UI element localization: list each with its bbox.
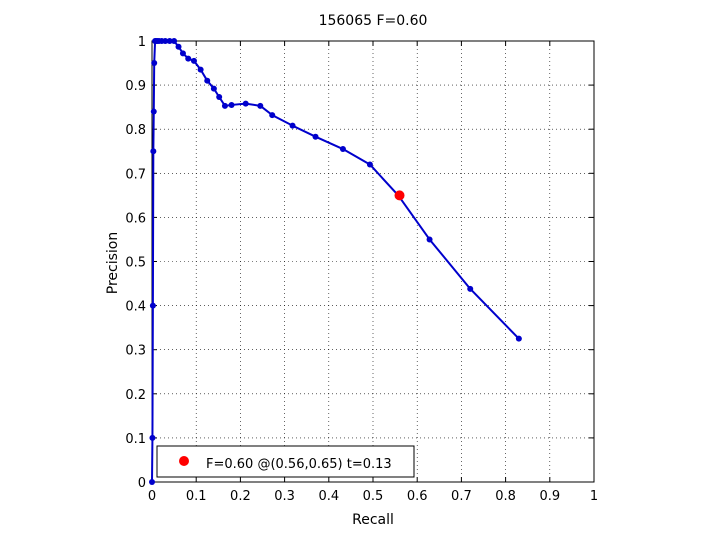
x-tick-label: 0.6 [407, 489, 428, 504]
x-tick-label: 0.9 [539, 489, 560, 504]
y-tick-label: 0.4 [125, 300, 146, 315]
chart-title: 156065 F=0.60 [319, 13, 428, 29]
y-axis-label: Precision [105, 232, 121, 294]
series-point [149, 479, 155, 485]
x-tick-label: 0.7 [451, 489, 472, 504]
series-point [150, 108, 157, 115]
series-point [366, 161, 373, 168]
x-tick-label: 0.1 [186, 489, 207, 504]
series-point [426, 236, 433, 243]
series-point [149, 434, 156, 441]
y-tick-label: 0.9 [125, 79, 146, 94]
x-tick-label: 0.2 [230, 489, 251, 504]
series-point [185, 55, 192, 62]
legend-marker [179, 456, 189, 466]
y-tick-label: 0 [138, 476, 146, 491]
series-point [312, 133, 319, 140]
x-tick-label: 0 [148, 489, 156, 504]
series-point [210, 85, 217, 92]
axis-ticks: 0 0.1 0.2 0.3 0.4 0.5 0.6 0.7 0.8 0.9 1 0 0.1 0.2 0.3 0… [125, 35, 598, 504]
legend: F=0.60 @(0.56,0.65) t=0.13 [156, 445, 415, 478]
series-point [162, 38, 169, 44]
series-point [221, 102, 228, 109]
series-point [269, 112, 276, 119]
y-tick-label: 0.5 [125, 256, 146, 271]
series-layer [149, 38, 522, 485]
series-point [175, 43, 182, 50]
x-axis-label: Recall [352, 512, 394, 528]
x-tick-label: 0.5 [363, 489, 384, 504]
y-tick-label: 1 [138, 35, 146, 50]
y-tick-label: 0.6 [125, 211, 146, 226]
series-point [171, 38, 178, 44]
series-point [289, 122, 296, 129]
series-point [467, 285, 474, 292]
x-tick-label: 1 [590, 489, 598, 504]
series-point [204, 77, 211, 84]
series-point [151, 60, 158, 67]
series-point [166, 38, 173, 44]
x-tick-label: 0.4 [318, 489, 339, 504]
series-point [242, 100, 249, 107]
x-tick-label: 0.8 [495, 489, 516, 504]
y-tick-label: 0.1 [125, 432, 146, 447]
y-tick-label: 0.7 [125, 167, 146, 182]
legend-box [156, 445, 415, 478]
legend-entry-label: F=0.60 @(0.56,0.65) t=0.13 [206, 457, 392, 472]
best-f-point [394, 190, 405, 201]
series-point [339, 146, 346, 153]
y-tick-label: 0.8 [125, 123, 146, 138]
series-point [149, 302, 156, 309]
series-point [257, 102, 264, 109]
series-point [216, 94, 223, 101]
series-point [197, 66, 204, 73]
series-point [515, 335, 522, 342]
y-tick-label: 0.2 [125, 388, 146, 403]
series-point [228, 101, 235, 108]
series-point [150, 148, 157, 155]
x-tick-label: 0.3 [274, 489, 295, 504]
y-tick-label: 0.3 [125, 344, 146, 359]
series-point [179, 50, 186, 57]
series-point [190, 57, 197, 64]
grid-lines [152, 41, 594, 482]
